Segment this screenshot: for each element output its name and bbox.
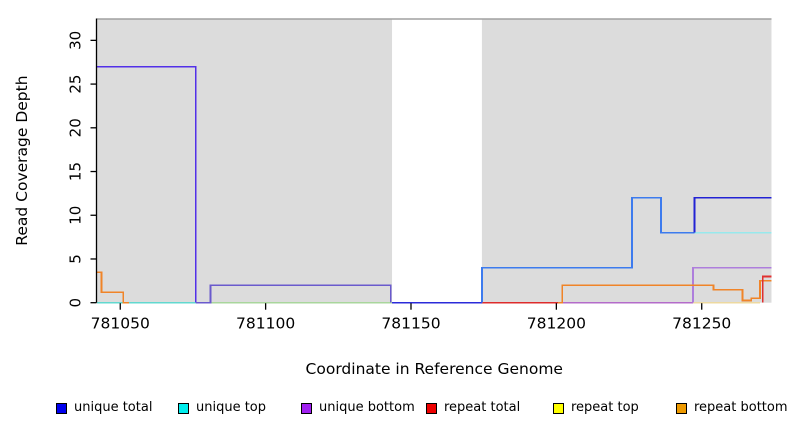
coverage-chart-svg: 0 5 10 15 20 25 30 781050 781100 781150 781200 7812… [13, 18, 772, 378]
legend-label: repeat bottom [694, 400, 788, 415]
y-tick-label: 0 [67, 298, 85, 308]
legend-item-repeat-top: repeat top [553, 401, 639, 415]
series-line-6 [97, 65, 197, 303]
x-tick-label: 781150 [381, 315, 440, 333]
legend-swatch-icon [301, 402, 312, 414]
series-line-14 [761, 275, 772, 303]
x-tick-label: 781200 [527, 315, 586, 333]
legend-swatch-icon [178, 402, 189, 414]
legend-item-unique-top: unique top [178, 401, 266, 415]
legend-label: repeat top [571, 400, 639, 415]
legend-swatch-icon [426, 402, 437, 414]
y-tick-label: 25 [67, 75, 85, 94]
y-tick-label: 30 [67, 31, 85, 50]
legend-item-repeat-bottom: repeat bottom [676, 401, 788, 415]
legend-label: unique bottom [319, 400, 415, 415]
legend-swatch-icon [56, 402, 67, 414]
series-line-7 [195, 284, 392, 304]
x-tick-label: 781100 [236, 315, 295, 333]
y-tick-label: 5 [67, 254, 85, 264]
y-tick-label: 15 [67, 162, 85, 181]
legend-swatch-icon [553, 402, 564, 414]
x-axis-title: Coordinate in Reference Genome [306, 360, 563, 378]
legend-item-repeat-total: repeat total [426, 401, 520, 415]
legend-item-unique-total: unique total [56, 401, 152, 415]
series-line-12 [97, 271, 129, 304]
x-tick-label: 781050 [91, 315, 150, 333]
x-tick-label: 781250 [672, 315, 731, 333]
series-line-8 [481, 196, 695, 303]
legend-item-unique-bottom: unique bottom [301, 401, 415, 415]
chart-legend: unique total unique top unique bottom repea… [0, 398, 792, 422]
y-axis-title: Read Coverage Depth [13, 75, 31, 245]
series-line-13 [557, 279, 772, 304]
y-tick-label: 10 [67, 206, 85, 225]
series-line-11 [692, 266, 772, 303]
plot-background-covered-right [481, 19, 772, 303]
y-tick-label: 20 [67, 118, 85, 137]
legend-label: repeat total [444, 400, 521, 415]
plot-background-uncovered-gap [392, 19, 482, 303]
legend-swatch-icon [676, 402, 687, 414]
legend-label: unique total [74, 400, 153, 415]
series-line-10 [693, 196, 772, 233]
plot-background-covered-left [97, 19, 393, 303]
legend-label: unique top [196, 400, 267, 415]
